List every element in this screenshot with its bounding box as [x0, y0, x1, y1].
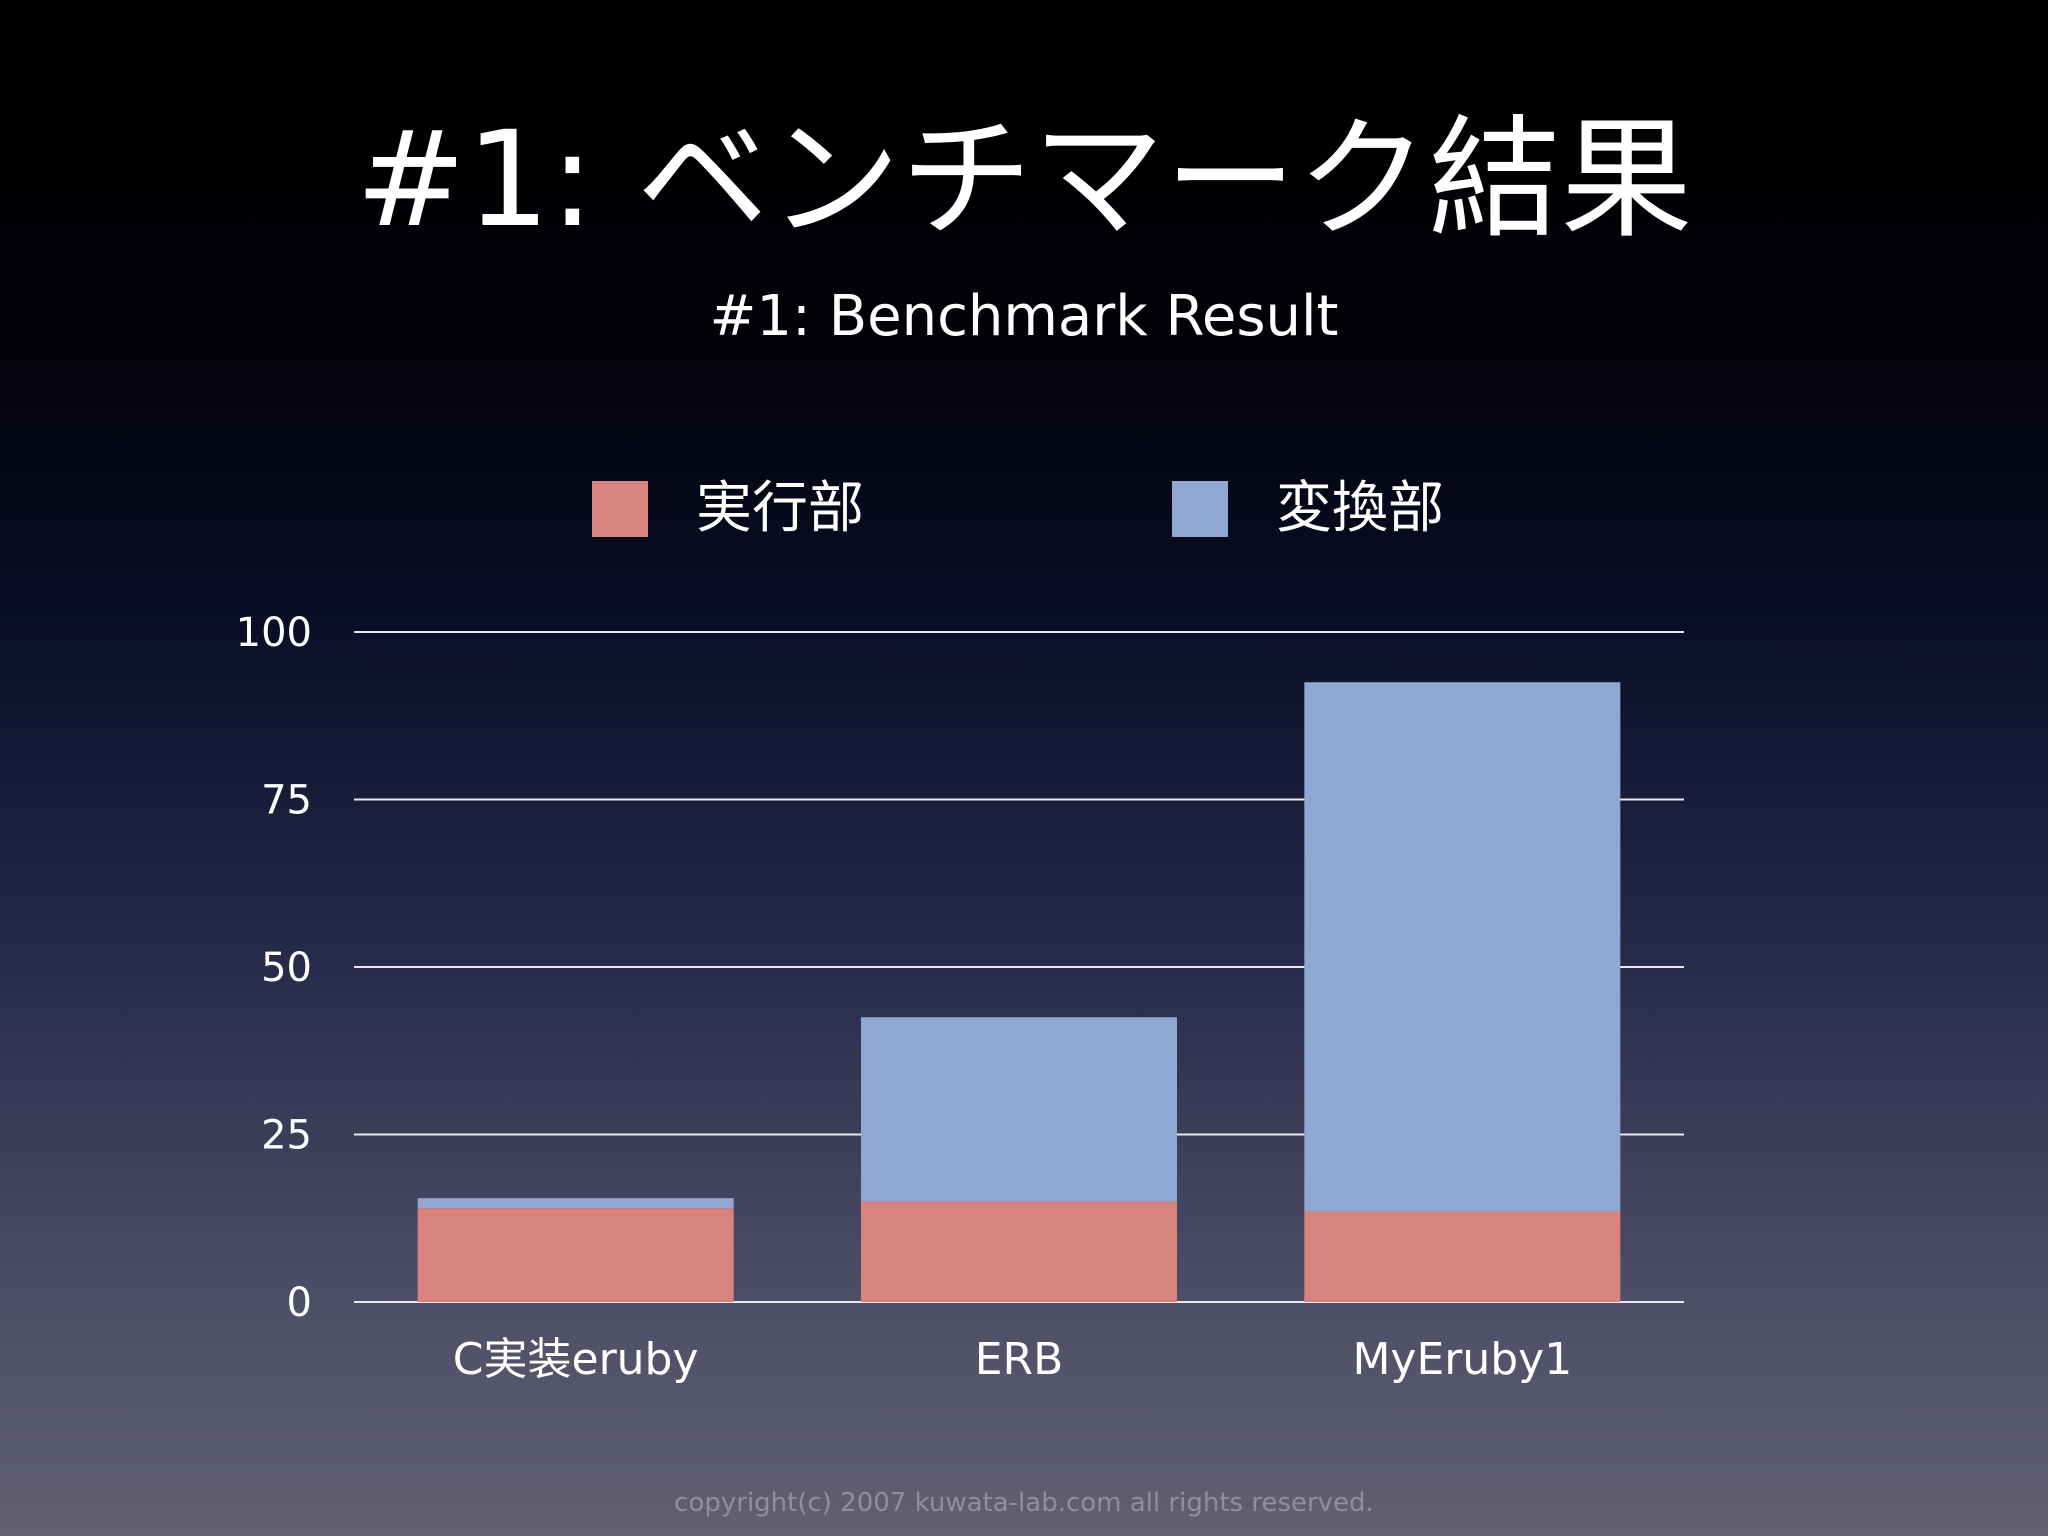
x-tick-label: MyEruby1: [1352, 1334, 1572, 1385]
slide-title: #1: ベンチマーク結果: [355, 103, 1693, 257]
y-tick-label: 0: [287, 1280, 312, 1326]
legend-label-convert: 変換部: [1276, 476, 1444, 541]
copyright-notice: copyright(c) 2007 kuwata-lab.com all rig…: [674, 1488, 1374, 1518]
legend-swatch-exec: [592, 481, 648, 537]
x-tick-label: C実装eruby: [453, 1334, 699, 1385]
x-tick-label: ERB: [975, 1334, 1064, 1385]
y-tick-label: 50: [261, 945, 312, 991]
bar-segment: [861, 1201, 1177, 1302]
bar-segment: [1304, 1211, 1621, 1302]
legend-label-exec: 実行部: [696, 476, 864, 541]
y-tick-label: 75: [261, 778, 312, 824]
bar-segment: [861, 1017, 1177, 1202]
bar-segment: [1304, 682, 1621, 1212]
legend-item-convert: 変換部: [1172, 474, 1444, 544]
legend-item-exec: 実行部: [592, 474, 864, 544]
bar-segment: [417, 1198, 734, 1209]
y-tick-label: 100: [236, 610, 312, 656]
y-tick-label: 25: [261, 1113, 312, 1159]
bar-segment: [417, 1208, 734, 1302]
legend-swatch-convert: [1172, 481, 1228, 537]
slide-subtitle: #1: Benchmark Result: [709, 284, 1339, 349]
